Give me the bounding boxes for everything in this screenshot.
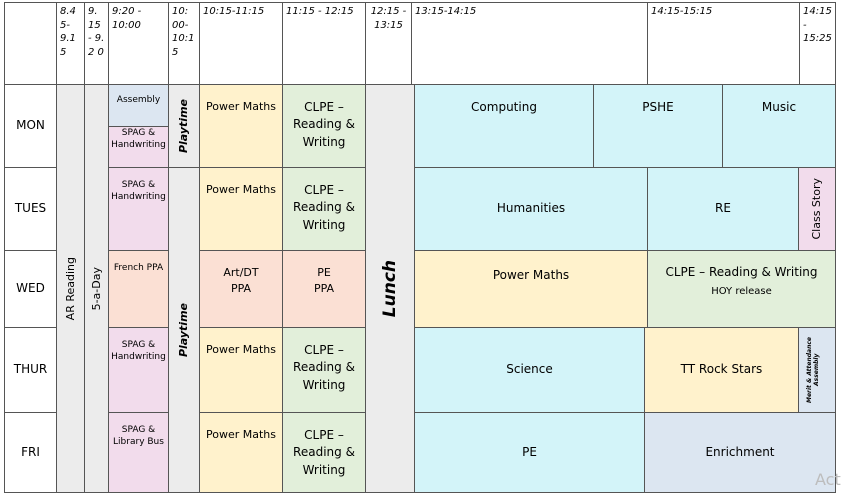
header-time-5: 10:15-11:15: [200, 2, 283, 85]
day-tues: TUES: [4, 168, 57, 251]
ar-reading-column: AR Reading: [57, 85, 85, 493]
thur-assembly: Merit & Attendance Assembly: [799, 328, 836, 413]
wed-clpe-cell: CLPE – Reading & Writing HOY release: [648, 251, 836, 328]
day-wed: WED: [4, 251, 57, 328]
day-thur: THUR: [4, 328, 57, 413]
fri-pe: PE: [415, 413, 645, 493]
header-time-2: 9. 15 - 9. 2 0: [85, 2, 109, 85]
fri-spag: SPAG & Library Bus: [109, 413, 169, 493]
activate-watermark: Act: [815, 470, 841, 489]
thur-clpe: CLPE – Reading & Writing: [283, 328, 366, 413]
playtime-column: Playtime: [169, 168, 200, 493]
header-time-9: 14:15-15:15: [648, 2, 800, 85]
mon-spag: SPAG & Handwriting: [109, 127, 169, 168]
playtime-label: Playtime: [177, 302, 191, 358]
header-time-8: 13:15-14:15: [412, 2, 648, 85]
mon-playtime: Playtime: [169, 85, 200, 168]
wed-french: French PPA: [109, 251, 169, 328]
mon-playtime-label: Playtime: [177, 98, 191, 154]
thur-science: Science: [415, 328, 645, 413]
class-story-label: Class Story: [810, 178, 824, 240]
day-mon: MON: [4, 85, 57, 168]
tues-humanities: Humanities: [415, 168, 648, 251]
mon-maths: Power Maths: [200, 85, 283, 168]
tues-re: RE: [648, 168, 799, 251]
thur-maths: Power Maths: [200, 328, 283, 413]
lunch-column: Lunch: [366, 85, 415, 493]
fri-maths: Power Maths: [200, 413, 283, 493]
thur-assembly-label: Merit & Attendance Assembly: [806, 337, 821, 403]
header-time-4: 10: 00- 10:1 5: [169, 2, 200, 85]
tues-clpe: CLPE – Reading & Writing: [283, 168, 366, 251]
tues-spag: SPAG & Handwriting: [109, 168, 169, 251]
wed-pe: PE PPA: [283, 251, 366, 328]
wed-art: Art/DT PPA: [200, 251, 283, 328]
wed-maths: Power Maths: [415, 251, 648, 328]
wed-hoy: HOY release: [711, 286, 772, 298]
five-a-day-column: 5-a-Day: [85, 85, 109, 493]
five-a-day-label: 5-a-Day: [89, 266, 103, 311]
header-time-10: 14:15 - 15:25: [800, 2, 836, 85]
header-logo-cell: [4, 2, 57, 85]
header-time-3: 9:20 - 10:00: [109, 2, 169, 85]
tues-class-story: Class Story: [799, 168, 836, 251]
header-time-7: 12:15 - 13:15: [366, 2, 412, 85]
lunch-label: Lunch: [379, 259, 400, 318]
mon-music: Music: [723, 85, 836, 168]
fri-enrichment: Enrichment: [645, 413, 836, 493]
thur-ttrock: TT Rock Stars: [645, 328, 799, 413]
mon-computing: Computing: [415, 85, 594, 168]
mon-assembly: Assembly: [109, 85, 169, 127]
day-fri: FRI: [4, 413, 57, 493]
thur-spag: SPAG & Handwriting: [109, 328, 169, 413]
header-time-1: 8.4 5- 9.1 5: [57, 2, 85, 85]
mon-clpe: CLPE – Reading & Writing: [283, 85, 366, 168]
mon-pshe: PSHE: [594, 85, 723, 168]
ar-reading-label: AR Reading: [63, 256, 77, 321]
fri-clpe: CLPE – Reading & Writing: [283, 413, 366, 493]
header-time-6: 11:15 - 12:15: [283, 2, 366, 85]
wed-clpe: CLPE – Reading & Writing: [665, 265, 818, 279]
tues-maths: Power Maths: [200, 168, 283, 251]
